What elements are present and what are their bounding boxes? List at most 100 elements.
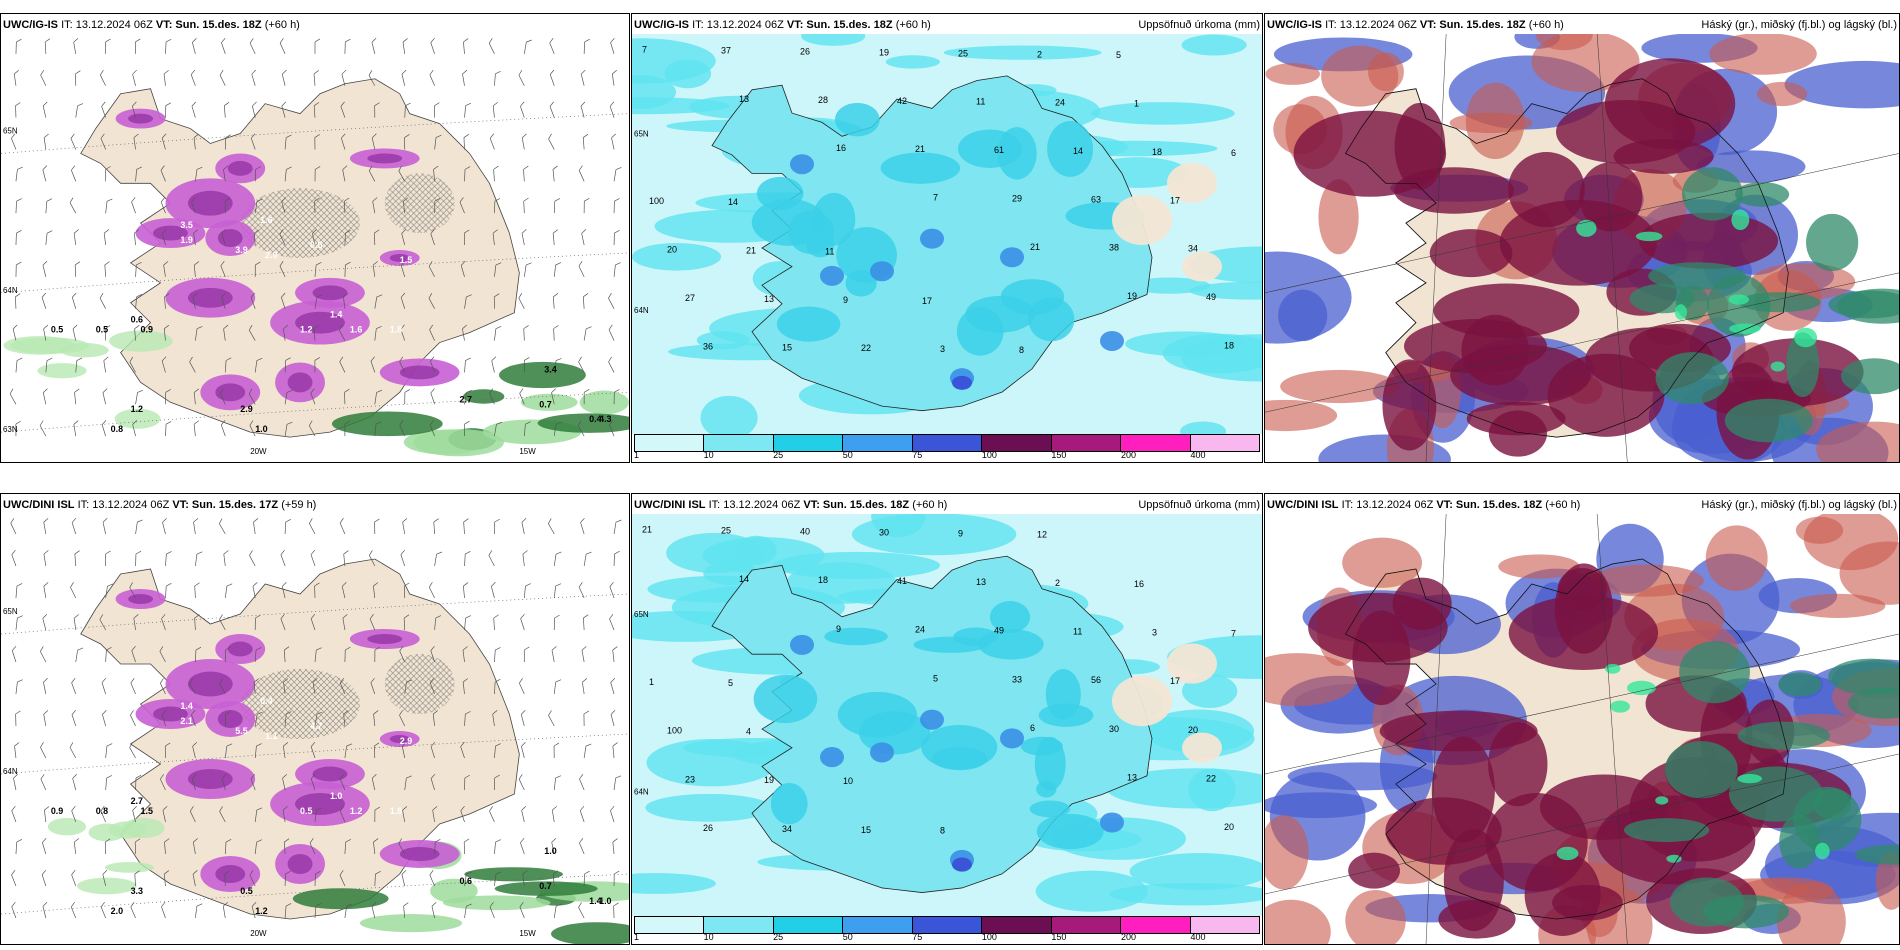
precip-area — [753, 674, 818, 724]
green-precip — [499, 361, 586, 389]
precip-value: 33 — [1012, 674, 1022, 684]
value-label: 0.7 — [121, 185, 133, 195]
wind-barb — [162, 806, 168, 823]
precip-value: 19 — [879, 47, 889, 57]
wind-barb — [69, 197, 77, 214]
wind-barb — [613, 519, 622, 535]
wind-barb — [430, 388, 435, 405]
panel-header: UWC/IG-IS IT: 13.12.2024 06Z VT: Sun. 15… — [1267, 19, 1897, 31]
purple-precip-core — [367, 634, 403, 644]
precip-area — [1000, 279, 1065, 315]
wind-barb — [132, 420, 138, 437]
wind-barb — [192, 292, 198, 309]
mid-cloud — [1816, 421, 1899, 462]
green-cloud — [1778, 672, 1822, 697]
wind-barb — [195, 551, 203, 567]
wind-barb — [161, 133, 167, 150]
green-precip — [551, 922, 629, 944]
wind-barb — [15, 198, 22, 214]
wind-barb — [553, 551, 562, 567]
wind-barb — [402, 197, 409, 214]
wind-barb — [493, 614, 499, 631]
wind-barb — [71, 517, 77, 535]
wind-barb — [464, 551, 471, 567]
value-label: 0.6 — [131, 315, 143, 325]
cloud-map[interactable] — [1265, 34, 1899, 462]
wind-barb — [282, 806, 288, 823]
high-cloud — [1382, 359, 1437, 451]
green-precip — [122, 817, 165, 839]
wind-barb — [162, 517, 167, 535]
wind-barb — [400, 324, 406, 341]
wind-barb — [464, 615, 472, 631]
wind-barb — [343, 293, 349, 309]
wind-barb — [463, 518, 469, 535]
wind-barb — [494, 198, 501, 214]
wind-barb — [11, 870, 17, 887]
wind-barb — [161, 901, 166, 919]
value-label: 1.8 — [390, 806, 402, 816]
precip-value: 15 — [782, 342, 792, 352]
value-label: 1.8 — [390, 325, 402, 335]
wind-barb — [370, 677, 376, 695]
wind-barb — [44, 806, 50, 823]
high-cloud — [1485, 792, 1588, 892]
wind-barb — [221, 37, 226, 55]
heavy-precip — [1000, 247, 1024, 268]
wind-barb — [249, 550, 256, 567]
precip-value: 100 — [649, 196, 664, 206]
green-precip — [537, 413, 629, 433]
panel-dini-cloud: UWC/DINI ISL IT: 13.12.2024 06Z VT: Sun.… — [1264, 493, 1900, 945]
wind-barb — [577, 420, 585, 437]
wind-barb — [344, 743, 353, 759]
green-cloud-core — [1626, 680, 1656, 696]
precipitation-map[interactable]: 21 14 9 5 6 13 20 25 18 24 33 30 22 26 40 41 49 56 20 23 34 3… — [632, 514, 1262, 916]
panel-header: UWC/DINI ISL IT: 13.12.2024 06Z VT: Sun.… — [1267, 499, 1897, 511]
wind-barb — [284, 903, 292, 919]
wind-barb — [11, 805, 17, 823]
wind-barb — [250, 773, 256, 791]
precip-value: 26 — [800, 46, 810, 56]
precip-value: 18 — [1224, 340, 1234, 350]
wind-barb — [339, 518, 346, 535]
legend-tick: 150 — [1051, 932, 1067, 942]
mid-cloud — [1265, 653, 1357, 707]
wind-barb — [14, 742, 20, 759]
precip-area — [806, 231, 835, 258]
wind-barb — [613, 902, 619, 919]
wind-barb — [459, 197, 465, 214]
precip-band — [801, 34, 866, 46]
temperature-map[interactable]: 1.2 5.5 2.1 1.1 0.4 1.4 4.7 2.9 1.0 0.5 1.2 1.8 2.7 0… — [1, 514, 629, 944]
wind-barb — [462, 646, 468, 663]
wind-barb — [161, 709, 167, 727]
wind-barb — [104, 325, 111, 341]
cloud-map[interactable] — [1265, 514, 1899, 944]
wind-barb — [69, 742, 77, 759]
wind-barb — [220, 260, 226, 277]
purple-precip-core — [312, 766, 348, 782]
wind-barb — [434, 615, 442, 631]
wind-barb — [344, 261, 351, 277]
high-cloud — [1348, 852, 1401, 889]
wind-barb — [374, 518, 380, 535]
green-precip — [520, 393, 578, 411]
precip-value: 9 — [958, 528, 963, 538]
wind-barb — [583, 389, 590, 405]
wind-barb — [310, 613, 316, 631]
legend-tick: 25 — [773, 450, 784, 460]
wind-barb — [579, 774, 585, 791]
mid-cloud — [1265, 899, 1331, 944]
precipitation-map[interactable]: 7 13 16 7 21 19 18 37 28 21 29 38 49 36 26 42 61 63 34 27 15… — [632, 34, 1262, 434]
wind-barb — [314, 134, 320, 150]
precip-value: 38 — [1109, 243, 1119, 253]
wind-barb — [254, 261, 261, 277]
wind-barb — [284, 870, 291, 887]
wind-barb — [15, 293, 21, 309]
value-label: 0.8 — [111, 424, 123, 434]
wind-barb — [548, 710, 555, 727]
wind-barb — [583, 551, 592, 567]
temperature-map[interactable]: 0.7 3.9 1.9 2.9 1.6 3.5 0.5 1.5 1.4 1.2 1.6 1.8 0.6 0… — [1, 34, 629, 462]
high-cloud — [1639, 212, 1779, 269]
wind-barb — [489, 902, 495, 919]
value-label: 1.4 — [330, 310, 342, 320]
